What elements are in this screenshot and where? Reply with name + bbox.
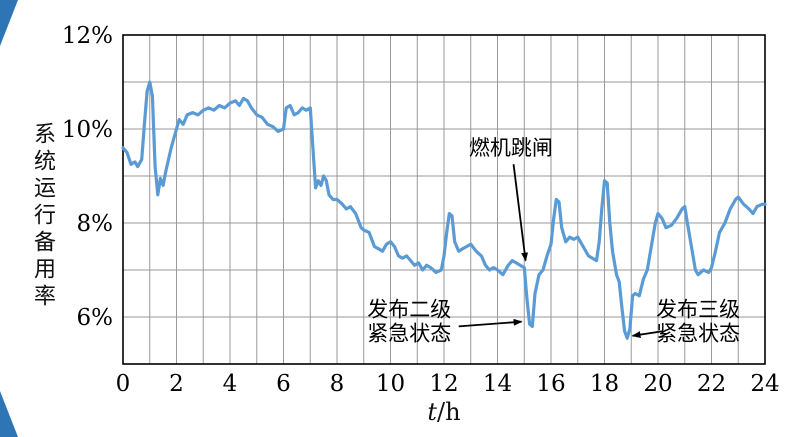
y-tick-label: 8% (77, 211, 114, 237)
x-tick-label: 22 (697, 371, 726, 397)
y-tick-label: 10% (62, 117, 113, 143)
corner-decoration-top-left-icon (0, 0, 18, 46)
x-tick-label: 2 (169, 371, 184, 397)
annotation-arrow-gas-turbine-trip (512, 164, 529, 262)
x-tick-label: 10 (376, 371, 405, 397)
annotation-text-gas-turbine-trip: 燃机跳闸 (469, 136, 553, 160)
x-tick-label: 0 (116, 371, 131, 397)
corner-decoration-bottom-left-icon (0, 391, 18, 437)
x-axis-unit: /h (437, 398, 461, 426)
x-tick-label: 12 (429, 371, 458, 397)
annotation-text-level2-emergency: 紧急状态 (367, 322, 451, 346)
annotation-text-level3-emergency: 发布三级 (656, 298, 740, 322)
x-tick-label: 14 (483, 371, 512, 397)
y-tick-label: 6% (77, 305, 114, 331)
series-line (121, 80, 767, 340)
x-tick-label: 6 (276, 371, 291, 397)
y-tick-label: 12% (62, 23, 113, 49)
x-tick-label: 18 (590, 371, 619, 397)
annotation-arrow-level2-emergency (458, 318, 523, 328)
plot-border (122, 34, 766, 365)
x-tick-label: 16 (536, 371, 565, 397)
x-axis-title: t/h (427, 398, 460, 426)
x-tick-label: 20 (643, 371, 672, 397)
x-tick-label: 8 (330, 371, 345, 397)
x-axis-variable: t (427, 398, 438, 426)
x-tick-label: 24 (750, 371, 779, 397)
x-tick-label: 4 (223, 371, 238, 397)
annotation-text-level3-emergency: 紧急状态 (656, 322, 740, 346)
annotation-text-level2-emergency: 发布二级 (367, 298, 451, 322)
y-axis-title: 系统运行备用率 (30, 122, 55, 311)
annotation-arrow-level3-emergency (631, 330, 664, 339)
